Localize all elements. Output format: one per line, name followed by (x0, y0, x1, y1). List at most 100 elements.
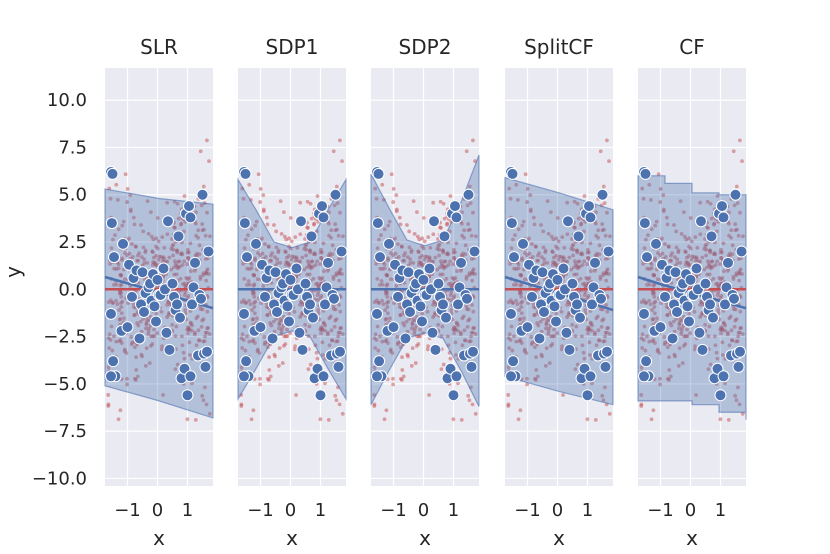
background-point (571, 242, 576, 247)
background-point (667, 355, 671, 360)
background-point (666, 378, 671, 382)
background-point (287, 311, 292, 316)
background-point (201, 398, 206, 403)
background-point (241, 261, 246, 266)
background-point (674, 229, 679, 234)
background-point (334, 184, 339, 189)
background-point (146, 331, 151, 336)
background-point (460, 343, 465, 348)
background-point (239, 402, 244, 407)
background-point (465, 324, 470, 329)
background-point (512, 334, 516, 339)
background-point (738, 267, 743, 272)
training-point (329, 188, 342, 201)
background-point (547, 361, 552, 365)
background-point (416, 263, 421, 267)
background-point (556, 239, 561, 244)
background-point (175, 362, 180, 367)
background-point (392, 301, 396, 305)
background-point (260, 251, 265, 256)
training-point (717, 370, 730, 383)
background-point (733, 318, 738, 323)
background-point (400, 368, 405, 372)
training-point (106, 167, 119, 180)
training-point (373, 355, 386, 368)
background-point (688, 246, 693, 251)
background-point (647, 298, 651, 303)
background-point (448, 293, 453, 297)
background-point (138, 319, 143, 324)
training-point (160, 326, 173, 339)
background-point (336, 257, 341, 261)
background-point (176, 259, 181, 264)
training-point (506, 167, 519, 180)
background-point (107, 332, 112, 337)
background-point (302, 267, 307, 272)
background-point (523, 251, 527, 255)
background-point (308, 201, 313, 206)
background-point (244, 237, 248, 242)
training-point (601, 345, 613, 358)
background-point (603, 385, 607, 390)
background-point (305, 199, 310, 204)
background-point (241, 298, 246, 303)
training-point (107, 355, 120, 368)
background-point (172, 272, 177, 277)
background-point (441, 201, 446, 206)
background-point (460, 316, 465, 321)
background-point (453, 353, 458, 357)
background-point (575, 362, 580, 367)
background-point (432, 299, 437, 304)
training-point (290, 262, 303, 275)
background-point (337, 302, 341, 307)
training-point (174, 311, 186, 324)
background-point (415, 234, 420, 239)
training-point (117, 237, 129, 250)
background-point (121, 219, 126, 224)
background-point (147, 326, 151, 331)
background-point (467, 398, 472, 403)
background-point (603, 233, 608, 238)
background-point (601, 339, 606, 344)
training-point (538, 305, 550, 318)
training-point (196, 188, 209, 201)
training-point (335, 245, 348, 258)
training-point (560, 326, 573, 339)
background-point (437, 247, 442, 252)
training-point (728, 292, 740, 305)
background-point (715, 259, 719, 264)
training-point (334, 345, 346, 358)
background-point (322, 269, 326, 274)
background-point (555, 262, 559, 267)
background-point (149, 234, 154, 239)
background-point (520, 223, 525, 228)
background-point (689, 239, 694, 244)
background-point (698, 302, 702, 307)
background-point (178, 276, 183, 281)
background-point (159, 255, 164, 259)
background-point (470, 302, 474, 307)
background-point (277, 346, 282, 351)
panel-slr: SLR −1 0 1x (104, 35, 215, 550)
training-point (717, 211, 730, 224)
background-point (398, 313, 403, 318)
background-point (575, 201, 580, 206)
background-point (258, 200, 263, 204)
background-point (405, 223, 409, 227)
training-point (372, 167, 385, 180)
background-point (132, 345, 137, 350)
panel-title: CF (679, 35, 704, 59)
background-point (674, 245, 679, 250)
background-point (133, 378, 138, 382)
training-point (138, 305, 150, 318)
background-point (203, 233, 208, 238)
background-point (437, 253, 441, 258)
background-point (693, 235, 698, 240)
x-tick-label: 1 (582, 500, 593, 521)
background-point (338, 210, 342, 215)
background-point (134, 244, 138, 249)
y-tick-label: 7.5 (58, 137, 87, 158)
x-tick-label: 0 (552, 500, 563, 521)
training-point (371, 370, 383, 383)
background-point (469, 233, 474, 238)
